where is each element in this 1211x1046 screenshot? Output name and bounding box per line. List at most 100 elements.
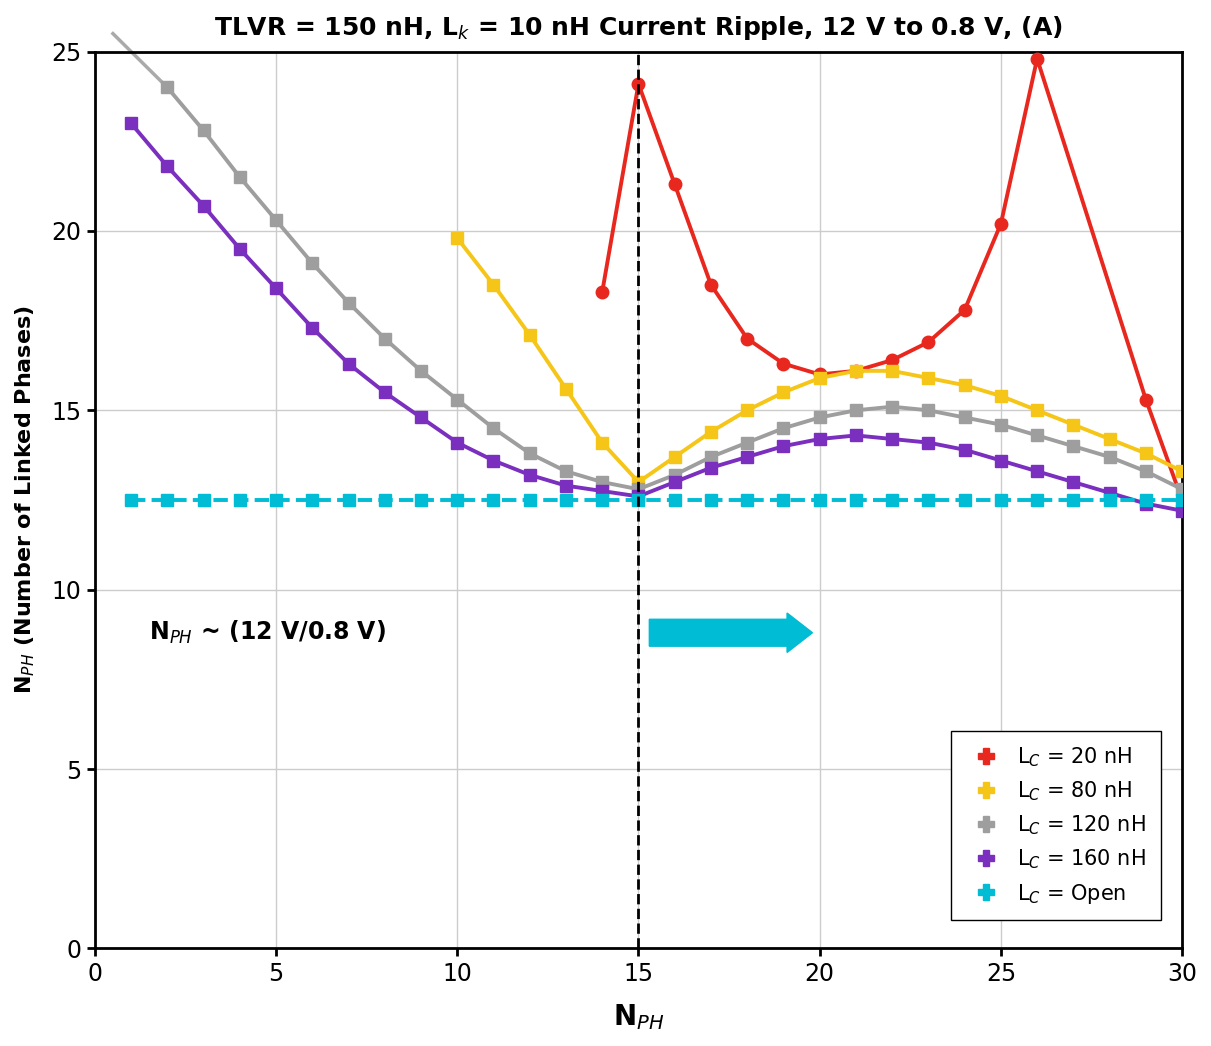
L$_C$ = Open — [522, 494, 536, 506]
L$_C$ = 120 nH — [450, 393, 465, 406]
L$_C$ = 160 nH — [631, 491, 645, 503]
L$_C$ = 80 nH — [776, 386, 791, 399]
L$_C$ = Open — [849, 494, 863, 506]
L$_C$ = Open — [994, 494, 1009, 506]
L$_C$ = Open — [196, 494, 211, 506]
L$_C$ = 160 nH — [160, 160, 174, 173]
L$_C$ = 20 nH — [813, 368, 827, 381]
L$_C$ = 160 nH — [740, 451, 754, 463]
L$_C$ = 20 nH — [704, 278, 718, 291]
L$_C$ = 120 nH — [776, 422, 791, 434]
L$_C$ = 80 nH — [704, 426, 718, 438]
L$_C$ = 80 nH — [631, 476, 645, 488]
L$_C$ = Open — [631, 494, 645, 506]
L$_C$ = 20 nH — [667, 178, 682, 190]
L$_C$ = Open — [1066, 494, 1080, 506]
L$_C$ = Open — [233, 494, 247, 506]
L$_C$ = Open — [1029, 494, 1044, 506]
L$_C$ = Open — [342, 494, 356, 506]
L$_C$ = 160 nH — [124, 117, 138, 130]
L$_C$ = 120 nH — [1102, 451, 1117, 463]
L$_C$ = 120 nH — [667, 469, 682, 481]
L$_C$ = Open — [813, 494, 827, 506]
Legend: L$_C$ = 20 nH, L$_C$ = 80 nH, L$_C$ = 120 nH, L$_C$ = 160 nH, L$_C$ = Open: L$_C$ = 20 nH, L$_C$ = 80 nH, L$_C$ = 12… — [951, 731, 1161, 920]
L$_C$ = 160 nH — [1102, 486, 1117, 499]
L$_C$ = 160 nH — [233, 243, 247, 255]
L$_C$ = 20 nH — [1029, 52, 1044, 65]
L$_C$ = 20 nH — [776, 358, 791, 370]
L$_C$ = Open — [776, 494, 791, 506]
L$_C$ = 160 nH — [305, 321, 320, 334]
L$_C$ = 80 nH — [1066, 418, 1080, 431]
L$_C$ = 160 nH — [196, 200, 211, 212]
L$_C$ = 80 nH — [450, 232, 465, 245]
L$_C$ = 160 nH — [994, 454, 1009, 467]
L$_C$ = 120 nH — [558, 465, 573, 478]
L$_C$ = 120 nH — [196, 124, 211, 137]
L$_C$ = 120 nH — [487, 422, 501, 434]
L$_C$ = 160 nH — [1138, 497, 1153, 509]
L$_C$ = 20 nH — [885, 354, 900, 366]
L$_C$ = Open — [414, 494, 429, 506]
L$_C$ = 160 nH — [450, 436, 465, 449]
L$_C$ = 160 nH — [667, 476, 682, 488]
L$_C$ = 120 nH — [1138, 465, 1153, 478]
L$_C$ = Open — [1175, 494, 1189, 506]
L$_C$ = Open — [740, 494, 754, 506]
L$_C$ = 20 nH — [994, 218, 1009, 230]
L$_C$ = 120 nH — [631, 483, 645, 496]
L$_C$ = 80 nH — [522, 328, 536, 341]
L$_C$ = 80 nH — [849, 365, 863, 378]
Line: L$_C$ = Open: L$_C$ = Open — [126, 495, 1188, 505]
L$_C$ = Open — [160, 494, 174, 506]
L$_C$ = 120 nH — [813, 411, 827, 424]
L$_C$ = 80 nH — [667, 451, 682, 463]
L$_C$ = Open — [124, 494, 138, 506]
L$_C$ = 160 nH — [342, 358, 356, 370]
Text: N$_{PH}$ ~ (12 V/0.8 V): N$_{PH}$ ~ (12 V/0.8 V) — [149, 619, 386, 646]
L$_C$ = 80 nH — [1029, 404, 1044, 416]
L$_C$ = 80 nH — [958, 379, 972, 391]
Line: L$_C$ = 20 nH: L$_C$ = 20 nH — [596, 52, 1188, 506]
L$_C$ = 120 nH — [704, 451, 718, 463]
L$_C$ = Open — [378, 494, 392, 506]
L$_C$ = 120 nH — [958, 411, 972, 424]
L$_C$ = 120 nH — [522, 447, 536, 459]
L$_C$ = 160 nH — [958, 444, 972, 456]
L$_C$ = 20 nH — [922, 336, 936, 348]
L$_C$ = 120 nH — [160, 82, 174, 94]
L$_C$ = 80 nH — [1175, 465, 1189, 478]
L$_C$ = 120 nH — [378, 333, 392, 345]
L$_C$ = 120 nH — [233, 170, 247, 183]
L$_C$ = 80 nH — [1102, 433, 1117, 446]
L$_C$ = Open — [958, 494, 972, 506]
Line: L$_C$ = 120 nH: L$_C$ = 120 nH — [162, 82, 1188, 495]
L$_C$ = 120 nH — [342, 296, 356, 309]
L$_C$ = 120 nH — [1029, 429, 1044, 441]
L$_C$ = 20 nH — [1175, 494, 1189, 506]
L$_C$ = 120 nH — [1066, 440, 1080, 453]
L$_C$ = Open — [885, 494, 900, 506]
L$_C$ = Open — [922, 494, 936, 506]
L$_C$ = 80 nH — [740, 404, 754, 416]
L$_C$ = 160 nH — [1029, 465, 1044, 478]
L$_C$ = 160 nH — [522, 469, 536, 481]
L$_C$ = 160 nH — [704, 461, 718, 474]
L$_C$ = 120 nH — [414, 365, 429, 378]
L$_C$ = 80 nH — [487, 278, 501, 291]
L$_C$ = 80 nH — [922, 371, 936, 384]
L$_C$ = 160 nH — [487, 454, 501, 467]
Title: TLVR = 150 nH, L$_k$ = 10 nH Current Ripple, 12 V to 0.8 V, (A): TLVR = 150 nH, L$_k$ = 10 nH Current Rip… — [214, 14, 1063, 42]
L$_C$ = Open — [1102, 494, 1117, 506]
L$_C$ = 80 nH — [558, 383, 573, 395]
L$_C$ = 160 nH — [1175, 504, 1189, 517]
L$_C$ = 160 nH — [813, 433, 827, 446]
L$_C$ = 120 nH — [849, 404, 863, 416]
L$_C$ = 120 nH — [740, 436, 754, 449]
L$_C$ = 80 nH — [595, 436, 609, 449]
L$_C$ = Open — [704, 494, 718, 506]
L$_C$ = Open — [269, 494, 283, 506]
L$_C$ = 120 nH — [595, 476, 609, 488]
L$_C$ = 160 nH — [885, 433, 900, 446]
L$_C$ = Open — [667, 494, 682, 506]
